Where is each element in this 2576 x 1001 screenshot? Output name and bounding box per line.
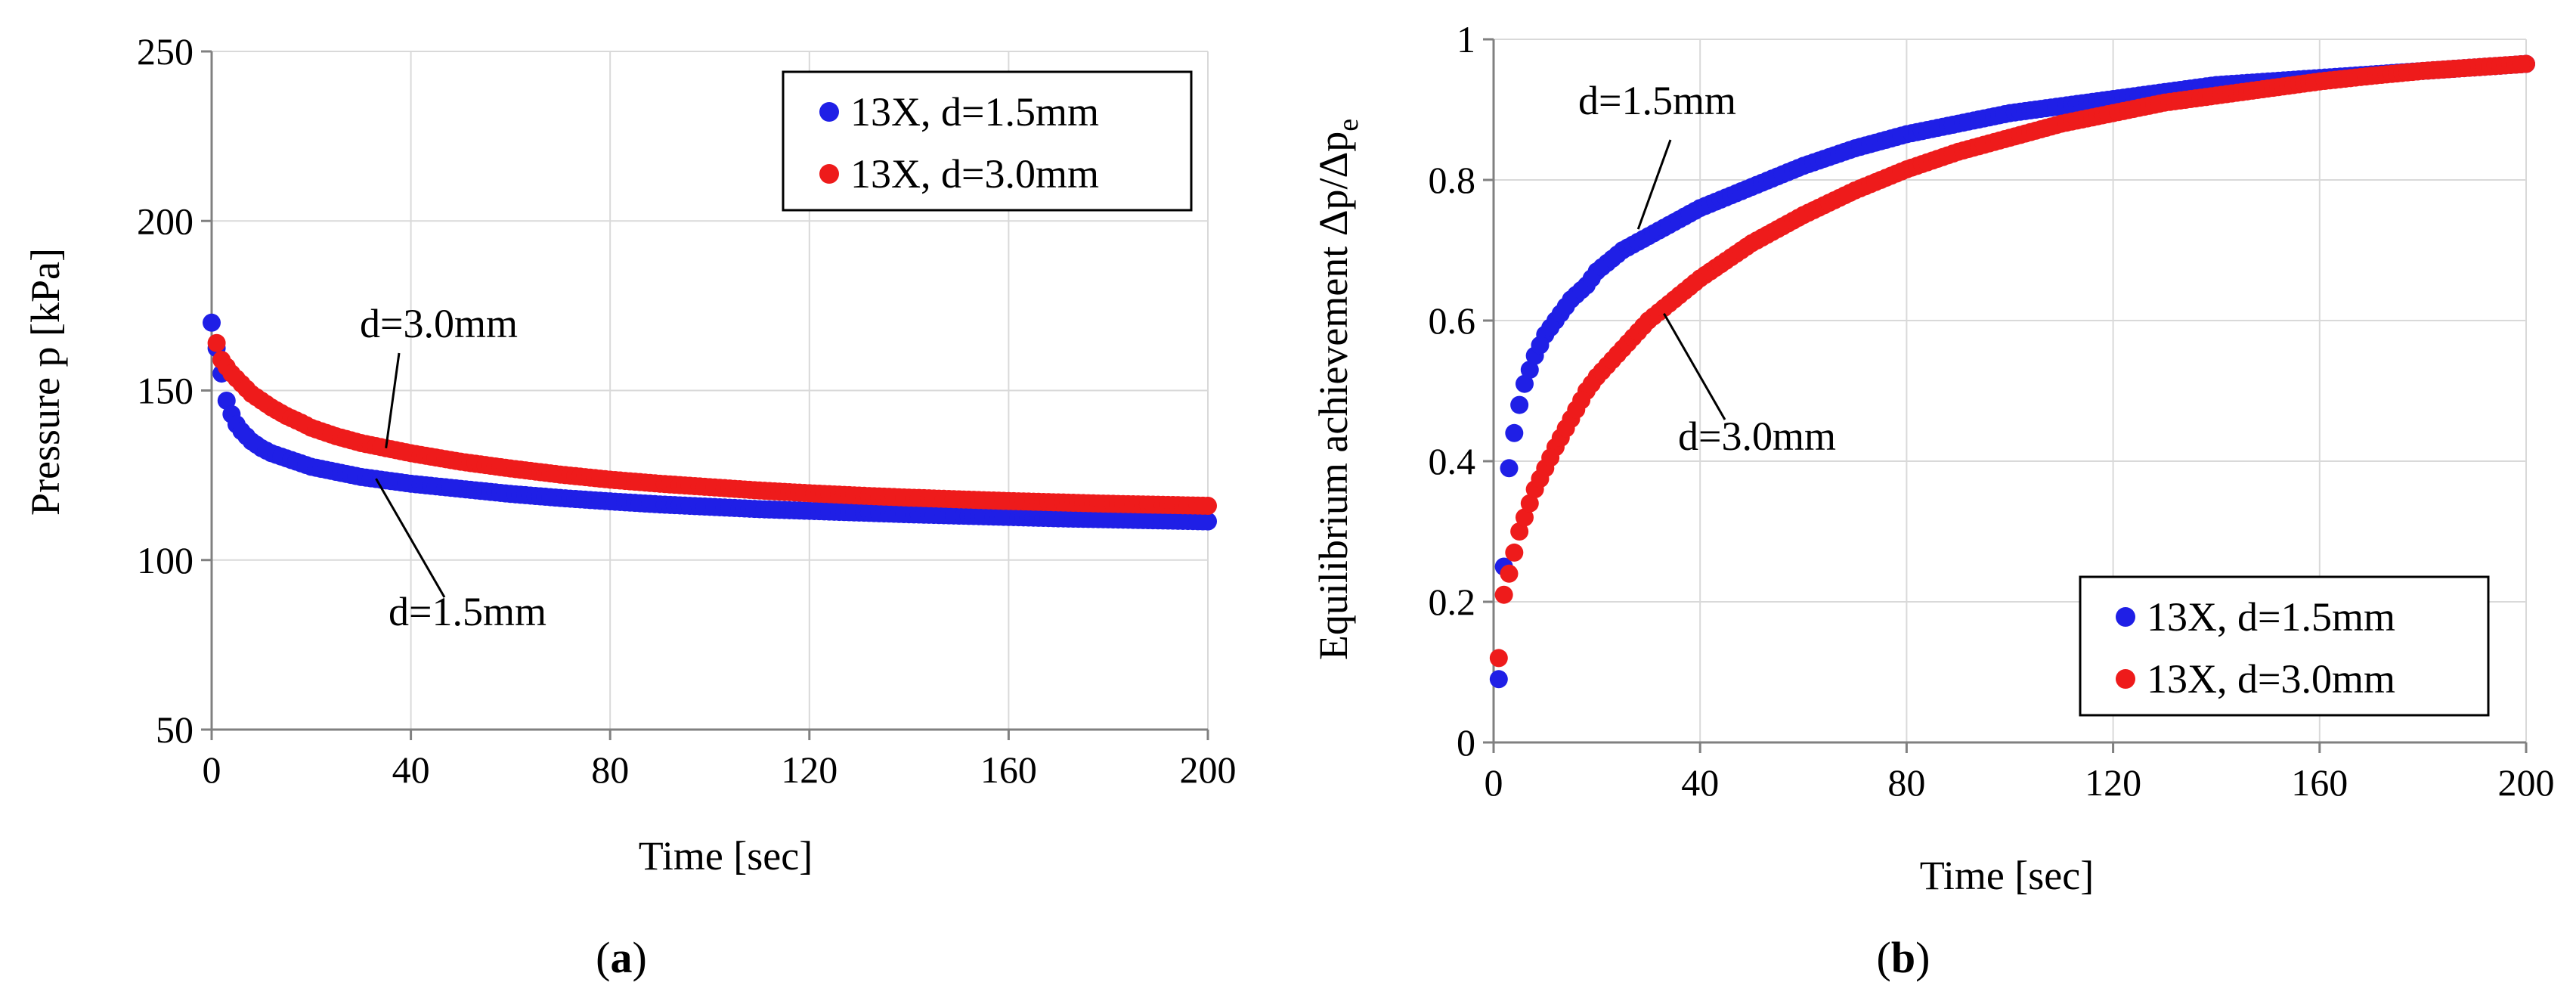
panel-a-x-tick-label-5: 200 — [1180, 748, 1237, 791]
panel-a-caption: (a) — [596, 933, 647, 982]
panel-a-y-tick-label-3: 200 — [137, 200, 194, 242]
panel-b-series-0-point-2 — [1500, 459, 1519, 478]
panel-a-axes — [201, 50, 1209, 740]
panel-a-series-0-interp-point-168 — [1194, 512, 1212, 531]
panel-a-annotation-0: d=3.0mm — [360, 301, 518, 346]
panel-b-y-tick-label-1: 0.2 — [1429, 581, 1476, 623]
panel-b-series-0-interp-point-3 — [1556, 297, 1575, 316]
panel-b-legend-box — [2079, 575, 2490, 717]
panel-a-series-1 — [207, 333, 1217, 515]
panel-b-series-1-point-1 — [1494, 585, 1513, 604]
panel-b-series-0-point-4 — [1510, 395, 1529, 414]
panel-a-legend: 13X, d=1.5mm 13X, d=3.0mm — [782, 70, 1193, 212]
panel-a-annotations: d=3.0mm d=1.5mm — [360, 301, 546, 634]
panel-b-series-1-interp-point-1 — [1541, 448, 1560, 467]
panel-b-series-1 — [1489, 54, 2535, 668]
panel-b-y-tick-label-3: 0.6 — [1429, 299, 1476, 342]
panel-b-series-1-interp-point-166 — [2512, 55, 2531, 74]
panel-b-x-axis-label: Time [sec] — [1920, 853, 2094, 898]
panel-b-series-1-interp-point-6 — [1582, 374, 1601, 393]
panel-a-caption-open: ( — [596, 933, 610, 982]
panel-b-y-tick-label-5: 1 — [1457, 18, 1475, 60]
panel-b-series-0-point-5 — [1515, 374, 1534, 393]
panel-b-y-tick-label-2: 0.4 — [1429, 440, 1476, 482]
panel-a-y-tick-label-1: 100 — [137, 539, 194, 581]
panel-a-y-tick-label-0: 50 — [156, 708, 194, 751]
panel-a-series-0-point-0 — [203, 313, 221, 332]
panel-a-caption-close: ) — [633, 933, 647, 982]
panel-b-series-1-interp-point-5 — [1572, 391, 1591, 410]
panel-b-data-points — [1489, 54, 2535, 689]
panel-b-series-1-interp-point-0 — [1531, 470, 1550, 488]
panel-a-x-tick-label-0: 0 — [203, 748, 221, 791]
panel-a-annotation-leader-0 — [385, 352, 401, 448]
panel-b-chart: 0 40 80 120 160 200 0 0.2 0.4 0.6 0.8 1 d=1.5mm d=3.… — [1311, 18, 2555, 898]
panel-b-series-0-point-6 — [1520, 361, 1539, 380]
panel-b-y-tick-label-4: 0.8 — [1429, 159, 1476, 201]
panel-a-y-axis-label: Pressure p [kPa] — [23, 248, 68, 516]
panel-b-y-axis-label-subscript: e — [1333, 119, 1364, 132]
panel-b-series-1-interp-point-3 — [1556, 419, 1575, 438]
panel-a-caption-letter: a — [611, 933, 633, 982]
panel-a-series-0 — [203, 313, 1217, 531]
panel-b-annotations: d=1.5mm d=3.0mm — [1578, 78, 1836, 459]
panel-a-y-tick-label-2: 150 — [137, 370, 194, 412]
panel-a-chart: 0 40 80 120 160 200 50 100 150 200 250 d=3.0mm d=1.… — [23, 30, 1237, 879]
panel-b-x-tick-label-4: 160 — [2291, 761, 2348, 804]
panel-a-series-1-interp-point-168 — [1194, 496, 1212, 515]
panel-a-x-axis-label: Time [sec] — [639, 833, 813, 879]
panel-a-x-tick-label-4: 160 — [980, 748, 1037, 791]
panel-a-legend-box — [782, 70, 1193, 212]
panel-b-series-0-point-0 — [1489, 670, 1508, 689]
panel-b-annotation-leader-1 — [1663, 312, 1726, 420]
panel-b-legend: 13X, d=1.5mm 13X, d=3.0mm — [2079, 575, 2490, 717]
panel-b-y-axis-label-main: Equilibrium achievement Δp/Δp — [1311, 132, 1356, 660]
panel-b-tick-labels: 0 40 80 120 160 200 0 0.2 0.4 0.6 0.8 1 — [1429, 18, 2555, 804]
panel-b-x-tick-label-5: 200 — [2498, 761, 2555, 804]
panel-b-series-0-point-3 — [1505, 423, 1524, 442]
panel-a-annotation-leader-1 — [375, 478, 446, 598]
panel-a-legend-marker-d30 — [819, 164, 839, 184]
panel-b-y-tick-label-0: 0 — [1457, 721, 1475, 764]
panel-b-annotation-leader-0 — [1636, 139, 1672, 230]
panel-b-series-1-point-5 — [1515, 508, 1534, 527]
panel-a-x-tick-label-3: 120 — [781, 748, 838, 791]
panel-b-series-1-point-0 — [1489, 649, 1508, 668]
panel-a-gridlines — [212, 51, 1209, 730]
panel-a-data-points — [203, 313, 1217, 531]
panel-b-caption-open: ( — [1877, 933, 1891, 982]
panel-b-legend-marker-d30 — [2116, 669, 2135, 689]
panel-a-legend-marker-d15 — [819, 102, 839, 122]
panel-a-series-1-point-0 — [207, 333, 226, 352]
panel-a-legend-label-d15: 13X, d=1.5mm — [850, 89, 1099, 135]
panel-b-series-0-interp-point-5 — [1572, 280, 1591, 299]
panel-b-series-1-point-6 — [1520, 494, 1539, 513]
panel-a-legend-label-d30: 13X, d=3.0mm — [850, 151, 1099, 197]
panel-b-caption-letter: b — [1891, 933, 1915, 982]
panel-a-annotation-1: d=1.5mm — [389, 589, 546, 634]
panel-a-x-tick-label-2: 80 — [591, 748, 629, 791]
panel-b-series-1-point-3 — [1505, 543, 1524, 562]
panel-a-x-tick-label-1: 40 — [392, 748, 430, 791]
panel-b-annotation-1: d=3.0mm — [1678, 414, 1836, 459]
panel-b-legend-marker-d15 — [2116, 607, 2135, 627]
panel-b-caption-close: ) — [1915, 933, 1930, 982]
panel-b-x-tick-label-1: 40 — [1681, 761, 1719, 804]
panel-b-x-tick-label-2: 80 — [1887, 761, 1925, 804]
panel-b-x-tick-label-0: 0 — [1485, 761, 1503, 804]
panel-b-legend-label-d15: 13X, d=1.5mm — [2147, 594, 2395, 640]
panel-b-series-1-point-4 — [1510, 522, 1529, 541]
panel-b-series-0-interp-point-1 — [1541, 318, 1560, 337]
panel-b-series-1-point-2 — [1500, 564, 1519, 583]
panel-b-caption: (b) — [1877, 933, 1930, 982]
panel-b-axes — [1483, 38, 2528, 753]
panel-a-tick-labels: 0 40 80 120 160 200 50 100 150 200 250 — [137, 30, 1237, 791]
panel-b-series-0-interp-point-0 — [1531, 336, 1550, 355]
panel-b-annotation-0: d=1.5mm — [1578, 78, 1736, 123]
panel-b-legend-label-d30: 13X, d=3.0mm — [2147, 656, 2395, 702]
panel-b-x-tick-label-3: 120 — [2085, 761, 2141, 804]
panel-a-y-tick-label-4: 250 — [137, 30, 194, 73]
panel-b-y-axis-label: Equilibrium achievement Δp/Δpe — [1311, 119, 1364, 660]
